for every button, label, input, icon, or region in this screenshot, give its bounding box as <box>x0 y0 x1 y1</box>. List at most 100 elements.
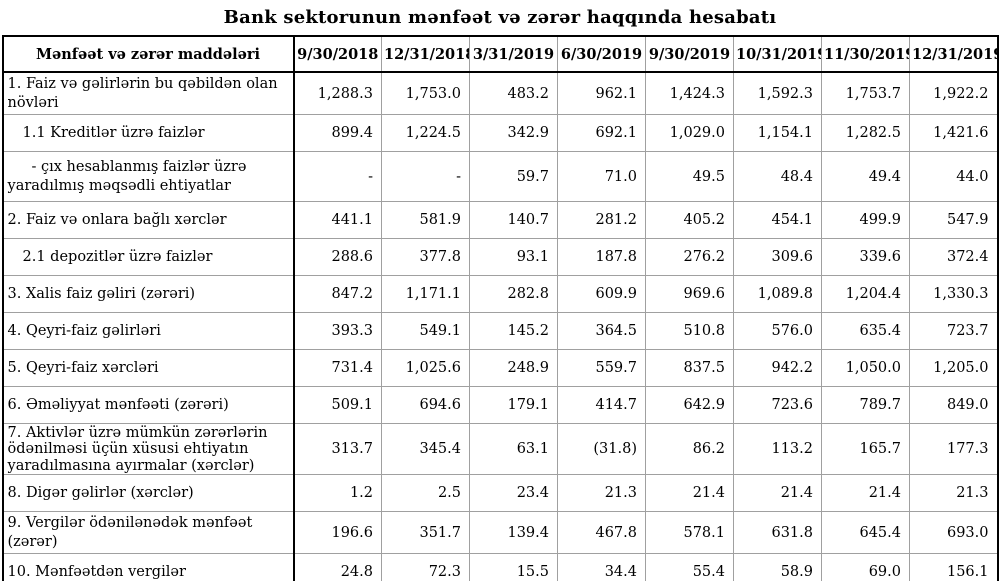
value-cell: 837.5 <box>645 349 734 388</box>
value-cell: 2.5 <box>381 474 470 513</box>
value-cell: 405.2 <box>645 201 734 240</box>
value-cell: 1.2 <box>293 474 382 513</box>
column-header-date: 11/30/2019 <box>821 35 910 73</box>
row-label: 7. Aktivlər üzrə mümkün zərərlərin ödəni… <box>1 423 295 476</box>
value-cell: 441.1 <box>293 201 382 240</box>
value-cell: 1,029.0 <box>645 114 734 153</box>
table-row: 9. Vergilər ödənilənədək mənfəət (zərər)… <box>1 511 999 555</box>
column-header-date: 6/30/2019 <box>557 35 646 73</box>
column-header-date: 10/31/2019 <box>733 35 822 73</box>
column-header-date: 12/31/2019 <box>909 35 999 73</box>
column-header-date: 12/31/2018 <box>381 35 470 73</box>
table-header: Mənfəət və zərər maddələri 9/30/2018 12/3… <box>1 35 999 73</box>
value-cell: 139.4 <box>469 511 558 555</box>
value-cell: 63.1 <box>469 423 558 476</box>
value-cell: 454.1 <box>733 201 822 240</box>
value-cell: 21.4 <box>645 474 734 513</box>
value-cell: 723.6 <box>733 386 822 425</box>
table-row: 1.1 Kreditlər üzrə faizlər 899.4 1,224.5 34… <box>1 114 999 153</box>
value-cell: 288.6 <box>293 238 382 277</box>
value-cell: 578.1 <box>645 511 734 555</box>
table-row: 5. Qeyri-faiz xərcləri 731.4 1,025.6 248.9 5… <box>1 349 999 388</box>
value-cell: 339.6 <box>821 238 910 277</box>
value-cell: 21.3 <box>909 474 999 513</box>
value-cell: 49.5 <box>645 151 734 203</box>
value-cell: 21.3 <box>557 474 646 513</box>
value-cell: 467.8 <box>557 511 646 555</box>
row-label: 4. Qeyri-faiz gəlirləri <box>1 312 295 351</box>
value-cell: 351.7 <box>381 511 470 555</box>
value-cell: 71.0 <box>557 151 646 203</box>
value-cell: 1,050.0 <box>821 349 910 388</box>
value-cell: 55.4 <box>645 553 734 581</box>
value-cell: 642.9 <box>645 386 734 425</box>
column-header-date: 9/30/2018 <box>293 35 382 73</box>
value-cell: 93.1 <box>469 238 558 277</box>
table-row: 10. Mənfəətdən vergilər 24.8 72.3 15.5 34.4 5… <box>1 553 999 581</box>
table-row: 3. Xalis faiz gəliri (zərəri) 847.2 1,171.… <box>1 275 999 314</box>
value-cell: 21.4 <box>821 474 910 513</box>
value-cell: 49.4 <box>821 151 910 203</box>
value-cell: 1,753.0 <box>381 71 470 116</box>
report-title: Bank sektorunun mənfəət və zərər haqqınd… <box>223 7 777 28</box>
row-label: 9. Vergilər ödənilənədək mənfəət (zərər) <box>1 511 295 555</box>
value-cell: 59.7 <box>469 151 558 203</box>
value-cell: 1,025.6 <box>381 349 470 388</box>
table-row: - çıx hesablanmış faizlər üzrə yaradılmı… <box>1 151 999 203</box>
row-label: 1.1 Kreditlər üzrə faizlər <box>1 114 295 153</box>
value-cell: 15.5 <box>469 553 558 581</box>
value-cell: 24.8 <box>293 553 382 581</box>
value-cell: 549.1 <box>381 312 470 351</box>
value-cell: 342.9 <box>469 114 558 153</box>
table-row: 2. Faiz və onlara bağlı xərclər 441.1 581.… <box>1 201 999 240</box>
value-cell: 645.4 <box>821 511 910 555</box>
value-cell: 1,330.3 <box>909 275 999 314</box>
value-cell: 345.4 <box>381 423 470 476</box>
value-cell: 179.1 <box>469 386 558 425</box>
row-label: 10. Mənfəətdən vergilər <box>1 553 295 581</box>
value-cell: 559.7 <box>557 349 646 388</box>
value-cell: 1,204.4 <box>821 275 910 314</box>
table-row: 4. Qeyri-faiz gəlirləri 393.3 549.1 145.2 36… <box>1 312 999 351</box>
value-cell: (31.8) <box>557 423 646 476</box>
value-cell: 499.9 <box>821 201 910 240</box>
column-header-date: 9/30/2019 <box>645 35 734 73</box>
value-cell: 1,753.7 <box>821 71 910 116</box>
value-cell: 72.3 <box>381 553 470 581</box>
row-label: 2. Faiz və onlara bağlı xərclər <box>1 201 295 240</box>
value-cell: 631.8 <box>733 511 822 555</box>
value-cell: 789.7 <box>821 386 910 425</box>
table-row: 2.1 depozitlər üzrə faizlər 288.6 377.8 93.… <box>1 238 999 277</box>
value-cell: 849.0 <box>909 386 999 425</box>
column-header-items: Mənfəət və zərər maddələri <box>1 35 295 73</box>
value-cell: 1,424.3 <box>645 71 734 116</box>
value-cell: 23.4 <box>469 474 558 513</box>
value-cell: 1,171.1 <box>381 275 470 314</box>
value-cell: 44.0 <box>909 151 999 203</box>
value-cell: 962.1 <box>557 71 646 116</box>
value-cell: 483.2 <box>469 71 558 116</box>
value-cell: 414.7 <box>557 386 646 425</box>
value-cell: 969.6 <box>645 275 734 314</box>
value-cell: 547.9 <box>909 201 999 240</box>
row-label: 2.1 depozitlər üzrə faizlər <box>1 238 295 277</box>
row-label: 1. Faiz və gəlirlərin bu qəbildən olan n… <box>1 71 295 116</box>
value-cell: 510.8 <box>645 312 734 351</box>
value-cell: 693.0 <box>909 511 999 555</box>
value-cell: 1,922.2 <box>909 71 999 116</box>
value-cell: 609.9 <box>557 275 646 314</box>
value-cell: 1,154.1 <box>733 114 822 153</box>
value-cell: 393.3 <box>293 312 382 351</box>
column-header-date: 3/31/2019 <box>469 35 558 73</box>
value-cell: 187.8 <box>557 238 646 277</box>
table-row: 8. Digər gəlirlər (xərclər) 1.2 2.5 23.4 21.… <box>1 474 999 513</box>
value-cell: 276.2 <box>645 238 734 277</box>
row-label: 5. Qeyri-faiz xərcləri <box>1 349 295 388</box>
value-cell: 576.0 <box>733 312 822 351</box>
value-cell: 1,421.6 <box>909 114 999 153</box>
value-cell: 899.4 <box>293 114 382 153</box>
value-cell: 509.1 <box>293 386 382 425</box>
value-cell: 140.7 <box>469 201 558 240</box>
row-label: - çıx hesablanmış faizlər üzrə yaradılmı… <box>1 151 295 203</box>
